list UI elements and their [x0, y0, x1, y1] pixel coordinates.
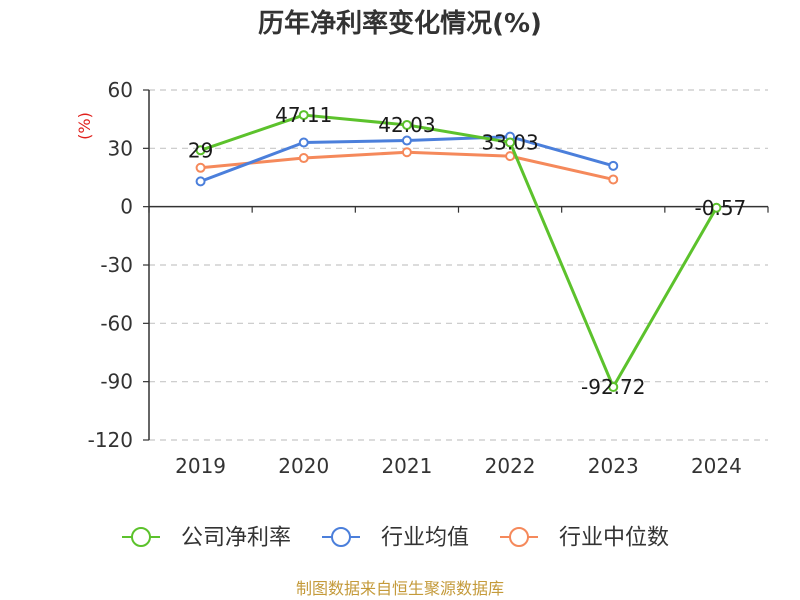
data-point	[298, 137, 309, 148]
x-tick-label: 2023	[588, 454, 639, 478]
series-0	[195, 110, 722, 392]
legend-item-1[interactable]: 行业均值	[322, 526, 469, 551]
legend-label: 行业中位数	[559, 526, 669, 551]
series-lines	[195, 110, 722, 392]
data-point	[195, 176, 206, 187]
data-label: 29	[188, 138, 213, 162]
data-point	[711, 202, 722, 213]
legend-marker	[509, 527, 529, 547]
y-axis-label: (%)	[75, 112, 94, 140]
legend-marker	[331, 527, 351, 547]
legend-label: 行业均值	[381, 526, 469, 551]
y-tick-label: -120	[88, 428, 133, 452]
series-line	[200, 113, 718, 389]
data-labels: 29 47.11 42.03 33.03 -92.72 -0.57	[188, 103, 746, 399]
legend-item-2[interactable]: 行业中位数	[500, 526, 669, 551]
data-point	[195, 162, 206, 173]
data-point	[298, 110, 309, 121]
data-label: -0.57	[695, 196, 747, 220]
data-point	[608, 381, 619, 392]
y-tick-label: -60	[100, 311, 133, 335]
legend: 公司净利率 行业均值 行业中位数	[122, 526, 669, 551]
data-label: 42.03	[378, 113, 435, 137]
data-point	[608, 160, 619, 171]
legend-marker	[131, 527, 151, 547]
legend-label: 公司净利率	[181, 526, 291, 551]
legend-item-0[interactable]: 公司净利率	[122, 526, 291, 551]
y-tick-label: -90	[100, 370, 133, 394]
data-point	[298, 153, 309, 164]
y-tick-label: 0	[120, 195, 133, 219]
series-1	[195, 131, 619, 187]
data-label: 47.11	[275, 103, 332, 127]
data-label: -92.72	[581, 375, 645, 399]
grid-lines	[149, 89, 768, 441]
y-tick-label: 30	[108, 136, 133, 160]
data-point	[505, 151, 516, 162]
chart-title: 历年净利率变化情况(%)	[258, 8, 542, 39]
x-tick-label: 2020	[278, 454, 329, 478]
axes: 60 30 0 -30 -60 -90 -120 2019 2020 2021 2022 2023 20…	[88, 78, 769, 478]
y-tick-label: 60	[108, 78, 133, 102]
data-point	[401, 147, 412, 158]
data-point	[401, 135, 412, 146]
series-2	[195, 147, 619, 185]
source-note: 制图数据来自恒生聚源数据库	[296, 579, 504, 598]
y-tick-label: -30	[100, 253, 133, 277]
x-tick-label: 2022	[485, 454, 536, 478]
data-point	[401, 119, 412, 130]
data-point	[608, 174, 619, 185]
x-tick-label: 2021	[381, 454, 432, 478]
data-point	[195, 145, 206, 156]
data-label: 33.03	[481, 130, 538, 154]
data-point	[505, 137, 516, 148]
x-tick-label: 2024	[691, 454, 742, 478]
x-tick-label: 2019	[175, 454, 226, 478]
